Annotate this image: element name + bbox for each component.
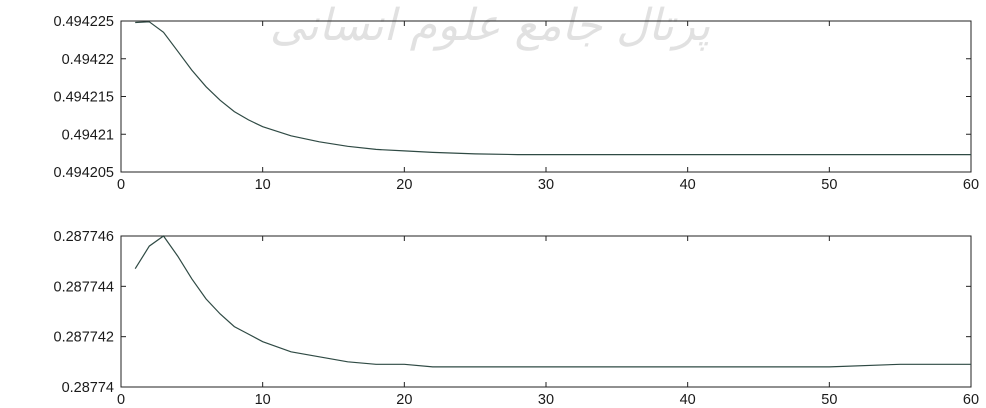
x-tick-label: 0 [117,392,125,408]
x-tick-label: 20 [396,392,412,408]
y-tick-label: 0.49422 [62,52,114,68]
y-tick-label: 0.49421 [62,127,114,143]
y-tick-label: 0.287746 [54,229,114,245]
x-tick-label: 10 [255,392,271,408]
series-line [134,235,971,368]
y-tick-label: 0.494215 [54,90,114,106]
x-tick-label: 60 [963,392,979,408]
x-tick-label: 20 [396,177,412,193]
x-tick-label: 10 [255,177,271,193]
x-tick-label: 50 [821,392,837,408]
top-line-chart: 0 10 20 30 40 50 60 0.494225 0.49422 0.494215 0.49… [54,14,980,193]
bottom-line-chart: 0 10 20 30 40 50 60 0.287746 0.287744 0.287742 0.2… [54,229,980,408]
y-tick-label: 0.28774 [62,380,114,396]
x-tick-label: 0 [117,177,125,193]
y-tick-label: 0.494205 [54,165,114,181]
x-tick-label: 50 [821,177,837,193]
x-tick-label: 30 [538,392,554,408]
y-tick-label: 0.494225 [54,14,114,30]
axes-frame [120,235,972,388]
x-tick-label: 40 [680,177,696,193]
y-tick-label: 0.287744 [54,279,114,295]
x-tick-label: 60 [963,177,979,193]
x-tick-label: 40 [680,392,696,408]
watermark-text: پرتال جامع علوم انسانی [270,0,711,51]
series-line [135,21,971,156]
x-tick-label: 30 [538,177,554,193]
y-tick-label: 0.287742 [54,330,114,346]
